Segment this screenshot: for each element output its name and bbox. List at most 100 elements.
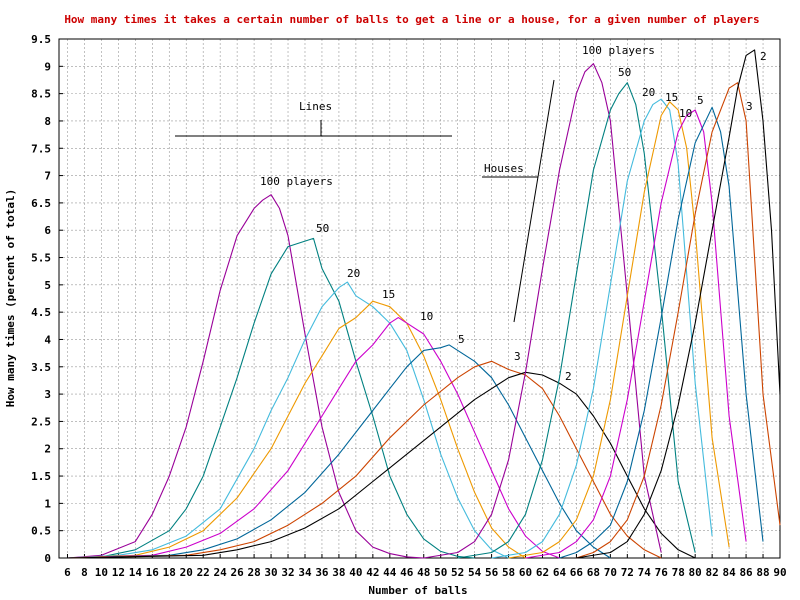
y-tick-label: 3.5 (31, 361, 51, 374)
x-tick-label: 54 (468, 566, 482, 579)
lines-series-15-players (67, 300, 526, 559)
x-tick-label: 34 (298, 566, 312, 579)
x-tick-label: 28 (247, 566, 260, 579)
y-tick-label: 7 (44, 170, 51, 183)
lines-series-50-players (67, 237, 475, 559)
lines-peak-label-3: 3 (514, 350, 521, 363)
x-tick-label: 70 (604, 566, 617, 579)
houses-series-20-players (491, 98, 713, 559)
x-tick-label: 50 (434, 566, 447, 579)
y-tick-label: 2.5 (31, 415, 51, 428)
x-tick-label: 30 (264, 566, 277, 579)
y-tick-label: 1.5 (31, 470, 51, 483)
lines-series-100-players (67, 194, 424, 559)
x-axis-ticks: 6 8 10 12 14 16 18 20 22 24 26 28 30 32 34 36 38 40 42 44 46… (64, 554, 787, 579)
lines-peak-label-50: 50 (316, 222, 329, 235)
x-tick-label: 62 (536, 566, 549, 579)
lines-peak-label-2: 2 (565, 370, 572, 383)
x-tick-label: 72 (621, 566, 634, 579)
houses-series-5-players (559, 106, 764, 559)
houses-peak-label-5: 5 (697, 94, 704, 107)
x-tick-label: 42 (366, 566, 379, 579)
y-axis-ticks: 0 0.5 1 1.5 2 2.5 3 3.5 4 4.5 5 5.5 6 6.5 7 7.5 8 8.5 9 9.5 (31, 33, 63, 565)
x-tick-label: 86 (739, 566, 753, 579)
lines-group-label: Lines (299, 100, 332, 113)
x-tick-label: 22 (197, 566, 210, 579)
y-tick-label: 9.5 (31, 33, 51, 46)
houses-series-2-players (576, 49, 781, 559)
x-tick-label: 66 (570, 566, 584, 579)
x-tick-label: 46 (400, 566, 414, 579)
houses-series-100-players (423, 63, 662, 559)
y-tick-label: 1 (44, 497, 51, 510)
x-tick-label: 52 (451, 566, 464, 579)
y-tick-label: 8.5 (31, 88, 51, 101)
x-tick-label: 44 (383, 566, 397, 579)
houses-peak-label-15: 15 (665, 91, 678, 104)
houses-series-10-players (525, 109, 747, 559)
y-tick-label: 0 (44, 552, 51, 565)
series-group (67, 49, 781, 559)
x-tick-label: 24 (214, 566, 228, 579)
houses-peak-label-10: 10 (679, 107, 692, 120)
x-axis-label: Number of balls (368, 584, 467, 597)
y-tick-label: 0.5 (31, 525, 51, 538)
x-tick-label: 48 (417, 566, 430, 579)
x-tick-label: 78 (672, 566, 685, 579)
houses-peak-label-20: 20 (642, 86, 655, 99)
houses-series-15-players (508, 101, 730, 559)
y-tick-label: 4.5 (31, 306, 51, 319)
x-tick-label: 68 (587, 566, 600, 579)
x-tick-label: 58 (502, 566, 515, 579)
lines-series-2-players (67, 371, 696, 559)
x-tick-label: 40 (349, 566, 362, 579)
x-tick-label: 56 (485, 566, 499, 579)
houses-series-3-players (576, 82, 781, 559)
y-tick-label: 7.5 (31, 142, 51, 155)
x-tick-label: 8 (81, 566, 88, 579)
lines-peak-label-10: 10 (420, 310, 433, 323)
lines-peak-label-15: 15 (382, 288, 395, 301)
houses-peak-label-2: 2 (760, 50, 767, 63)
x-tick-label: 14 (129, 566, 143, 579)
x-tick-label: 16 (146, 566, 160, 579)
lines-series-20-players (67, 281, 509, 559)
x-tick-label: 60 (519, 566, 532, 579)
lines-peak-label-100: 100 players (260, 175, 333, 188)
y-tick-label: 6 (44, 224, 51, 237)
houses-group-label: Houses (484, 162, 524, 175)
lines-series-5-players (67, 344, 611, 559)
x-tick-label: 82 (706, 566, 719, 579)
y-tick-label: 4 (44, 333, 51, 346)
x-tick-label: 6 (64, 566, 71, 579)
chart-title: How many times it takes a certain number… (64, 13, 759, 26)
y-axis-label: How many times (percent of total) (4, 189, 17, 408)
x-tick-label: 10 (95, 566, 108, 579)
x-tick-label: 64 (553, 566, 567, 579)
x-tick-label: 26 (231, 566, 245, 579)
y-tick-label: 2 (44, 443, 51, 456)
x-tick-label: 90 (773, 566, 786, 579)
y-tick-label: 3 (44, 388, 51, 401)
y-tick-label: 5.5 (31, 252, 51, 265)
lines-series-10-players (67, 317, 560, 559)
houses-bracket-stem (513, 79, 555, 323)
x-tick-label: 80 (689, 566, 702, 579)
x-tick-label: 84 (722, 566, 736, 579)
x-tick-label: 36 (315, 566, 329, 579)
lines-peak-label-20: 20 (347, 267, 360, 280)
lines-peak-label-5: 5 (458, 333, 465, 346)
y-tick-label: 8 (44, 115, 51, 128)
x-tick-label: 88 (756, 566, 769, 579)
y-tick-label: 6.5 (31, 197, 51, 210)
annotations: Lines Houses 100 players 50 20 15 10 5 3… (175, 44, 767, 383)
x-tick-label: 74 (638, 566, 652, 579)
x-tick-label: 76 (655, 566, 669, 579)
x-tick-label: 20 (180, 566, 193, 579)
y-tick-label: 5 (44, 279, 51, 292)
x-tick-label: 38 (332, 566, 345, 579)
houses-peak-label-50: 50 (618, 66, 631, 79)
x-tick-label: 32 (281, 566, 294, 579)
houses-series-50-players (457, 82, 696, 559)
